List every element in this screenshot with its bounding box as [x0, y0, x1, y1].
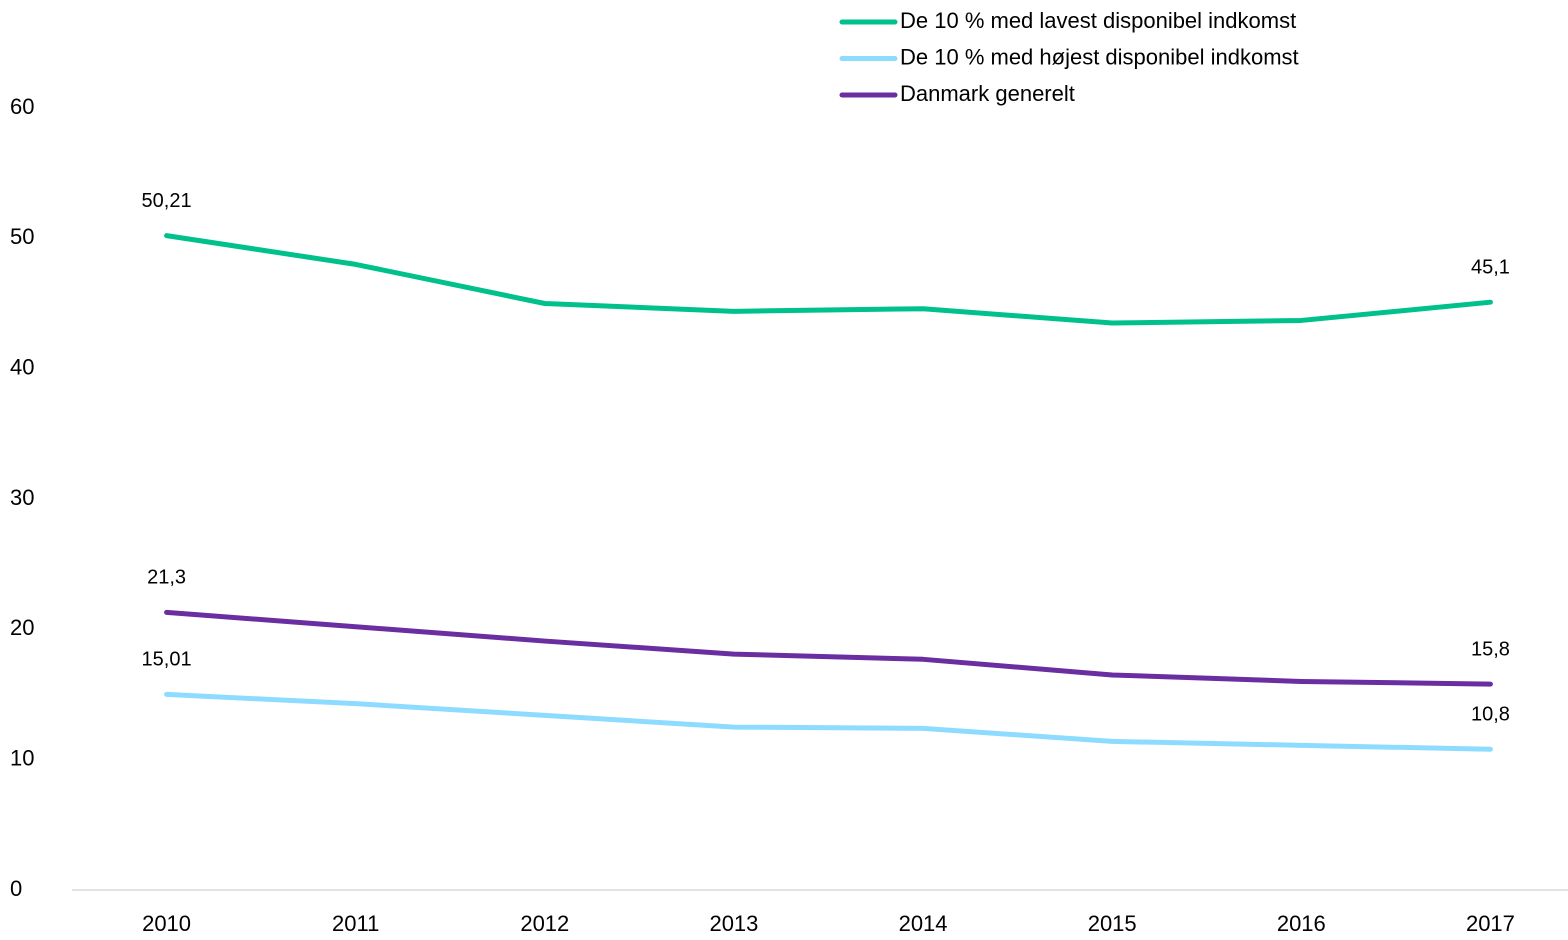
x-tick-label: 2014: [899, 911, 948, 936]
legend-label: De 10 % med lavest disponibel indkomst: [900, 8, 1296, 33]
data-label: 15,01: [142, 649, 192, 671]
y-tick-label: 60: [10, 94, 34, 119]
y-tick-label: 0: [10, 876, 22, 901]
y-tick-label: 30: [10, 485, 34, 510]
x-tick-label: 2017: [1466, 911, 1515, 936]
data-label: 50,21: [142, 190, 192, 212]
series-line: [164, 609, 1493, 687]
data-label: 15,8: [1471, 638, 1510, 660]
x-tick-label: 2016: [1277, 911, 1326, 936]
data-label: 10,8: [1471, 704, 1510, 726]
x-tick-label: 2012: [520, 911, 569, 936]
y-tick-label: 20: [10, 615, 34, 640]
data-label: 21,3: [147, 567, 186, 589]
x-tick-label: 2013: [709, 911, 758, 936]
series-line: [164, 691, 1493, 752]
legend-label: Danmark generelt: [900, 81, 1075, 106]
legend-label: De 10 % med højest disponibel indkomst: [900, 44, 1299, 69]
series-line: [164, 233, 1493, 326]
x-tick-label: 2011: [332, 911, 379, 936]
y-tick-label: 10: [10, 745, 34, 770]
data-label: 45,1: [1471, 256, 1510, 278]
x-tick-label: 2010: [142, 911, 191, 936]
y-tick-label: 50: [10, 224, 34, 249]
y-tick-label: 40: [10, 354, 34, 379]
x-tick-label: 2015: [1088, 911, 1137, 936]
